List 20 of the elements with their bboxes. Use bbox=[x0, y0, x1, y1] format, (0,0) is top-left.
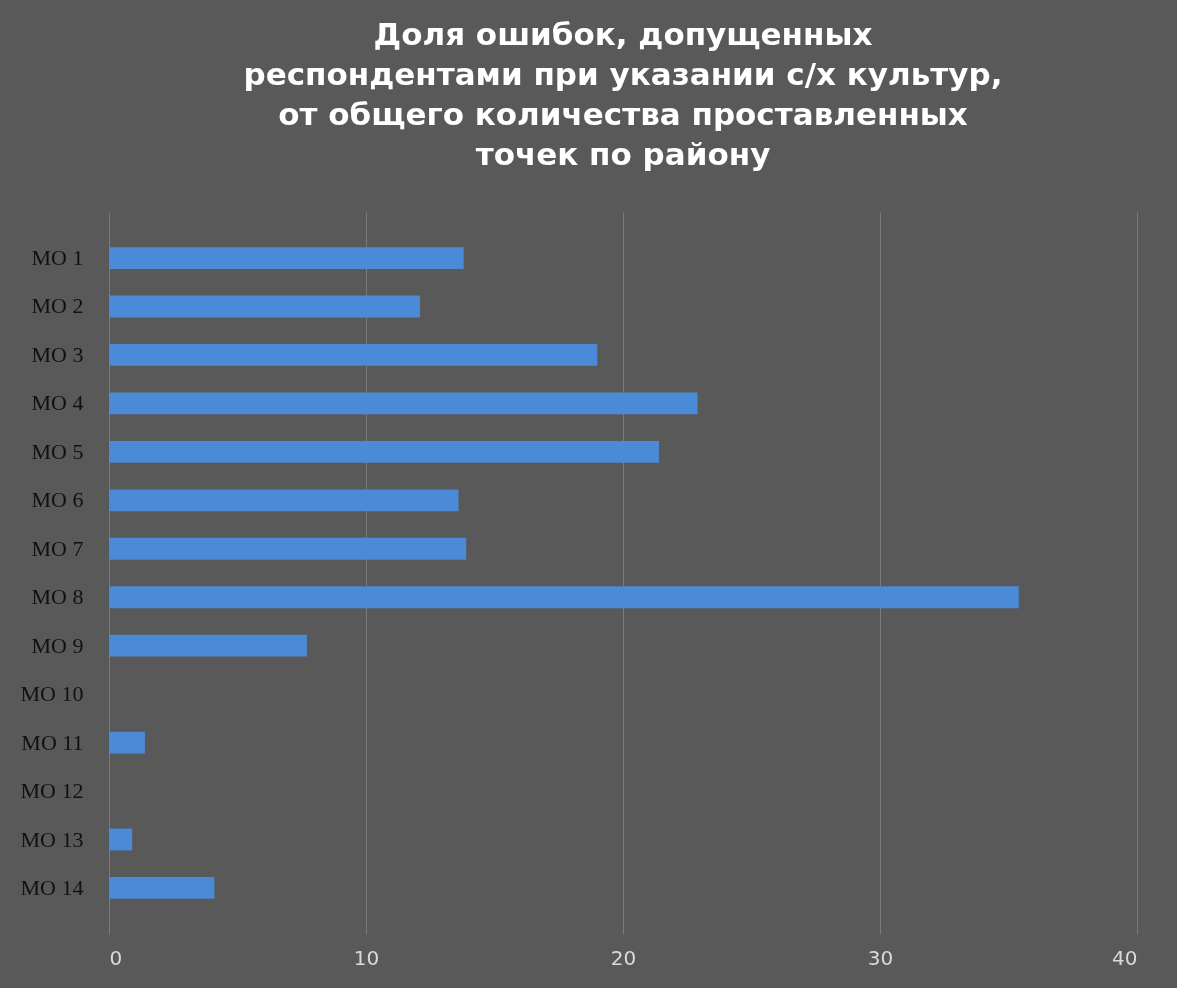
y-tick-label: MO 3 bbox=[31, 341, 84, 367]
x-tick-label: 30 bbox=[867, 945, 894, 970]
y-tick-label: MO 14 bbox=[20, 874, 84, 900]
x-tick-label: 0 bbox=[109, 945, 123, 970]
y-tick-label: MO 11 bbox=[21, 729, 84, 755]
y-tick-label: MO 6 bbox=[31, 487, 84, 513]
y-tick-label: MO 2 bbox=[31, 293, 84, 319]
y-tick-label: MO 9 bbox=[31, 632, 84, 658]
x-tick-label: 10 bbox=[353, 945, 380, 970]
y-tick-label: MO 10 bbox=[20, 681, 84, 707]
y-tick-label: MO 7 bbox=[31, 535, 84, 561]
y-tick-label: MO 4 bbox=[31, 390, 84, 416]
y-tick-label: MO 13 bbox=[20, 826, 84, 852]
y-tick-label: MO 1 bbox=[31, 245, 84, 271]
x-tick-label: 20 bbox=[610, 945, 637, 970]
y-tick-label: MO 5 bbox=[31, 438, 84, 464]
y-tick-label: MO 12 bbox=[20, 778, 84, 804]
chart-title: Доля ошибок, допущенных респондентами при указании с/х культур, от общего количества проставленных точек по району bbox=[243, 16, 1003, 172]
x-tick-label: 40 bbox=[1112, 945, 1138, 970]
y-tick-label: MO 8 bbox=[31, 584, 84, 610]
